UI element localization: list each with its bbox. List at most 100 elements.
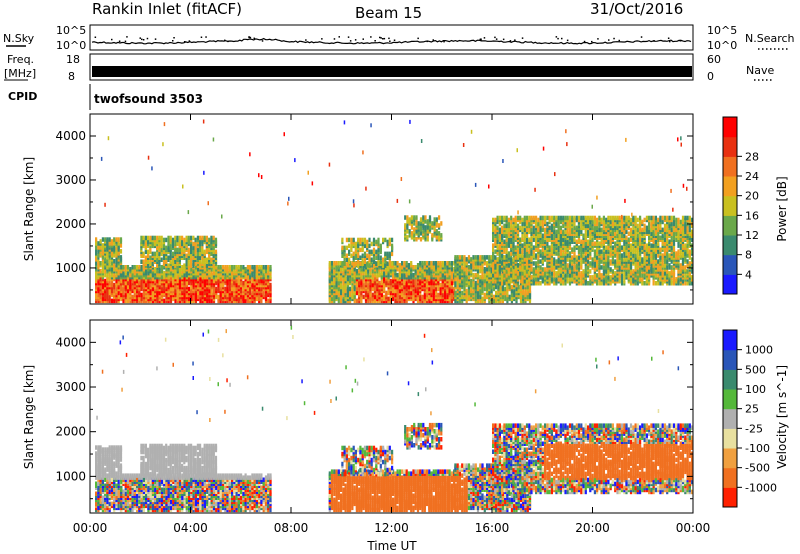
heatmap-cell: [476, 268, 480, 274]
heatmap-cell: [548, 245, 551, 250]
heatmap-cell: [101, 284, 104, 290]
heatmap-cell: [330, 280, 334, 286]
heatmap-cell: [580, 253, 583, 258]
heatmap-cell: [156, 245, 159, 251]
heatmap-cell: [97, 265, 100, 270]
heatmap-cell: [535, 277, 538, 282]
heatmap-cell: [210, 251, 213, 257]
heatmap-cell: [169, 276, 173, 282]
noise-tick-high-left: 10^5: [56, 24, 86, 37]
heatmap-cell: [532, 279, 535, 284]
heatmap-cell: [488, 255, 491, 260]
heatmap-cell: [559, 215, 562, 221]
heatmap-cell: [544, 245, 547, 250]
heatmap-cell: [383, 294, 386, 300]
heatmap-cell: [140, 292, 143, 298]
heatmap-cell: [510, 267, 513, 272]
heatmap-cell: [120, 286, 123, 292]
heatmap-cell: [413, 221, 416, 226]
heatmap-cell: [373, 284, 377, 290]
heatmap-cell: [394, 261, 397, 266]
heatmap-cell: [598, 269, 601, 274]
heatmap-cell: [340, 261, 343, 266]
heatmap-cell: [503, 255, 506, 260]
heatmap-cell: [95, 261, 98, 266]
heatmap-cell: [516, 249, 520, 254]
heatmap-cell: [413, 233, 416, 238]
heatmap-cell: [521, 265, 524, 270]
heatmap-cell: [512, 257, 515, 262]
heatmap-cell: [544, 281, 547, 286]
heatmap-cell: [591, 237, 594, 242]
heatmap-cell: [562, 273, 565, 278]
heatmap-cell: [217, 294, 220, 300]
noise-dot: [124, 40, 127, 43]
heatmap-cell: [251, 282, 254, 288]
heatmap-cell: [410, 225, 413, 230]
heatmap-cell: [516, 271, 520, 276]
heatmap-cell: [541, 215, 544, 221]
noise-dot: [188, 40, 191, 42]
noise-dot: [118, 40, 121, 42]
noise-dot: [597, 38, 599, 40]
noise-dot: [333, 38, 336, 40]
heatmap-cell: [362, 282, 365, 288]
heatmap-cell: [614, 231, 617, 236]
heatmap-cell: [405, 272, 408, 278]
heatmap-cell: [344, 284, 347, 290]
heatmap-cell: [580, 225, 583, 231]
heatmap-cell: [450, 261, 453, 266]
heatmap-cell: [582, 247, 585, 252]
heatmap-cell: [228, 286, 231, 292]
heatmap-cell: [224, 290, 227, 296]
heatmap-cell: [383, 270, 386, 276]
heatmap-cell: [101, 237, 104, 242]
heatmap-cell: [575, 263, 578, 268]
heatmap-cell: [110, 272, 114, 278]
heatmap-cell: [162, 237, 166, 243]
heatmap-cell: [465, 257, 468, 262]
heatmap-cell: [575, 239, 578, 244]
heatmap-cell: [140, 265, 143, 270]
heatmap-cell: [488, 290, 491, 296]
noise-left-label: N.Sky: [3, 32, 35, 45]
heatmap-cell: [598, 249, 601, 254]
heatmap-cell: [183, 237, 186, 243]
heatmap-cell: [525, 245, 529, 250]
heatmap-cell: [481, 296, 484, 302]
heatmap-cell: [467, 296, 471, 302]
heatmap-cell: [616, 277, 619, 282]
heatmap-cell: [194, 261, 197, 266]
heatmap-cell: [535, 241, 538, 246]
heatmap-cell: [521, 217, 524, 223]
heatmap-cell: [600, 237, 603, 242]
heatmap-cell: [337, 298, 340, 304]
heatmap-cell: [120, 265, 123, 270]
power-heatmap: [95, 119, 694, 304]
heatmap-cell: [396, 272, 399, 278]
heatmap-cell: [410, 235, 413, 240]
heatmap-cell: [253, 265, 256, 270]
heatmap-cell: [437, 292, 440, 298]
noise-dot: [200, 36, 203, 38]
heatmap-cell: [432, 261, 435, 266]
heatmap-cell: [192, 241, 195, 247]
heatmap-cell: [99, 276, 102, 282]
heatmap-cell: [587, 229, 590, 235]
heatmap-cell: [528, 281, 531, 286]
heatmap-cell: [512, 269, 515, 274]
heatmap-cell: [416, 286, 420, 292]
heatmap-cell: [197, 290, 200, 296]
heatmap-cell: [231, 265, 234, 270]
heatmap-cell: [140, 235, 143, 241]
heatmap-cell: [251, 290, 254, 296]
heatmap-cell: [221, 282, 225, 288]
heatmap-cell: [438, 235, 441, 240]
heatmap-cell: [553, 235, 556, 240]
heatmap-cell: [117, 280, 120, 286]
heatmap-cell: [344, 296, 347, 302]
heatmap-cell: [432, 296, 435, 302]
nave-tick-high: 60: [707, 53, 721, 66]
heatmap-cell: [154, 267, 157, 272]
heatmap-cell: [481, 265, 484, 270]
